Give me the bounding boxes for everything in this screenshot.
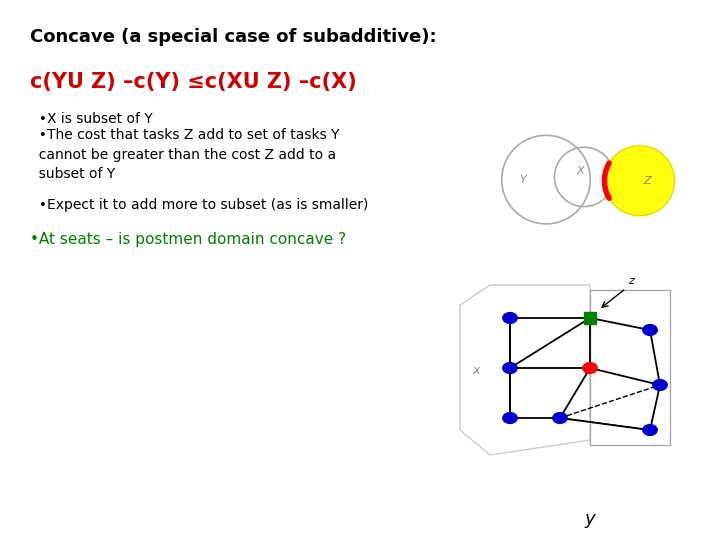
Text: c(YU Z) –c(Y) ≤c(XU Z) –c(X): c(YU Z) –c(Y) ≤c(XU Z) –c(X)	[30, 72, 356, 92]
Circle shape	[553, 413, 567, 423]
Circle shape	[503, 413, 517, 423]
Text: X: X	[577, 166, 585, 177]
Bar	[584, 312, 595, 324]
Circle shape	[582, 362, 597, 373]
Text: Y: Y	[520, 174, 526, 185]
Text: x: x	[472, 363, 480, 376]
Circle shape	[643, 325, 657, 335]
Text: z: z	[628, 275, 634, 286]
Text: •At seats – is postmen domain concave ?: •At seats – is postmen domain concave ?	[30, 232, 346, 247]
Text: •The cost that tasks Z add to set of tasks Y
  cannot be greater than the cost Z: •The cost that tasks Z add to set of tas…	[30, 128, 340, 181]
Text: •Expect it to add more to subset (as is smaller): •Expect it to add more to subset (as is …	[30, 198, 369, 212]
Text: Concave (a special case of subadditive):: Concave (a special case of subadditive):	[30, 28, 436, 46]
Circle shape	[643, 424, 657, 435]
Text: Z: Z	[643, 176, 651, 186]
Ellipse shape	[605, 146, 675, 216]
Text: •X is subset of Y: •X is subset of Y	[30, 112, 153, 126]
Text: y: y	[585, 510, 595, 528]
Circle shape	[503, 313, 517, 323]
Circle shape	[503, 362, 517, 373]
Circle shape	[653, 380, 667, 390]
